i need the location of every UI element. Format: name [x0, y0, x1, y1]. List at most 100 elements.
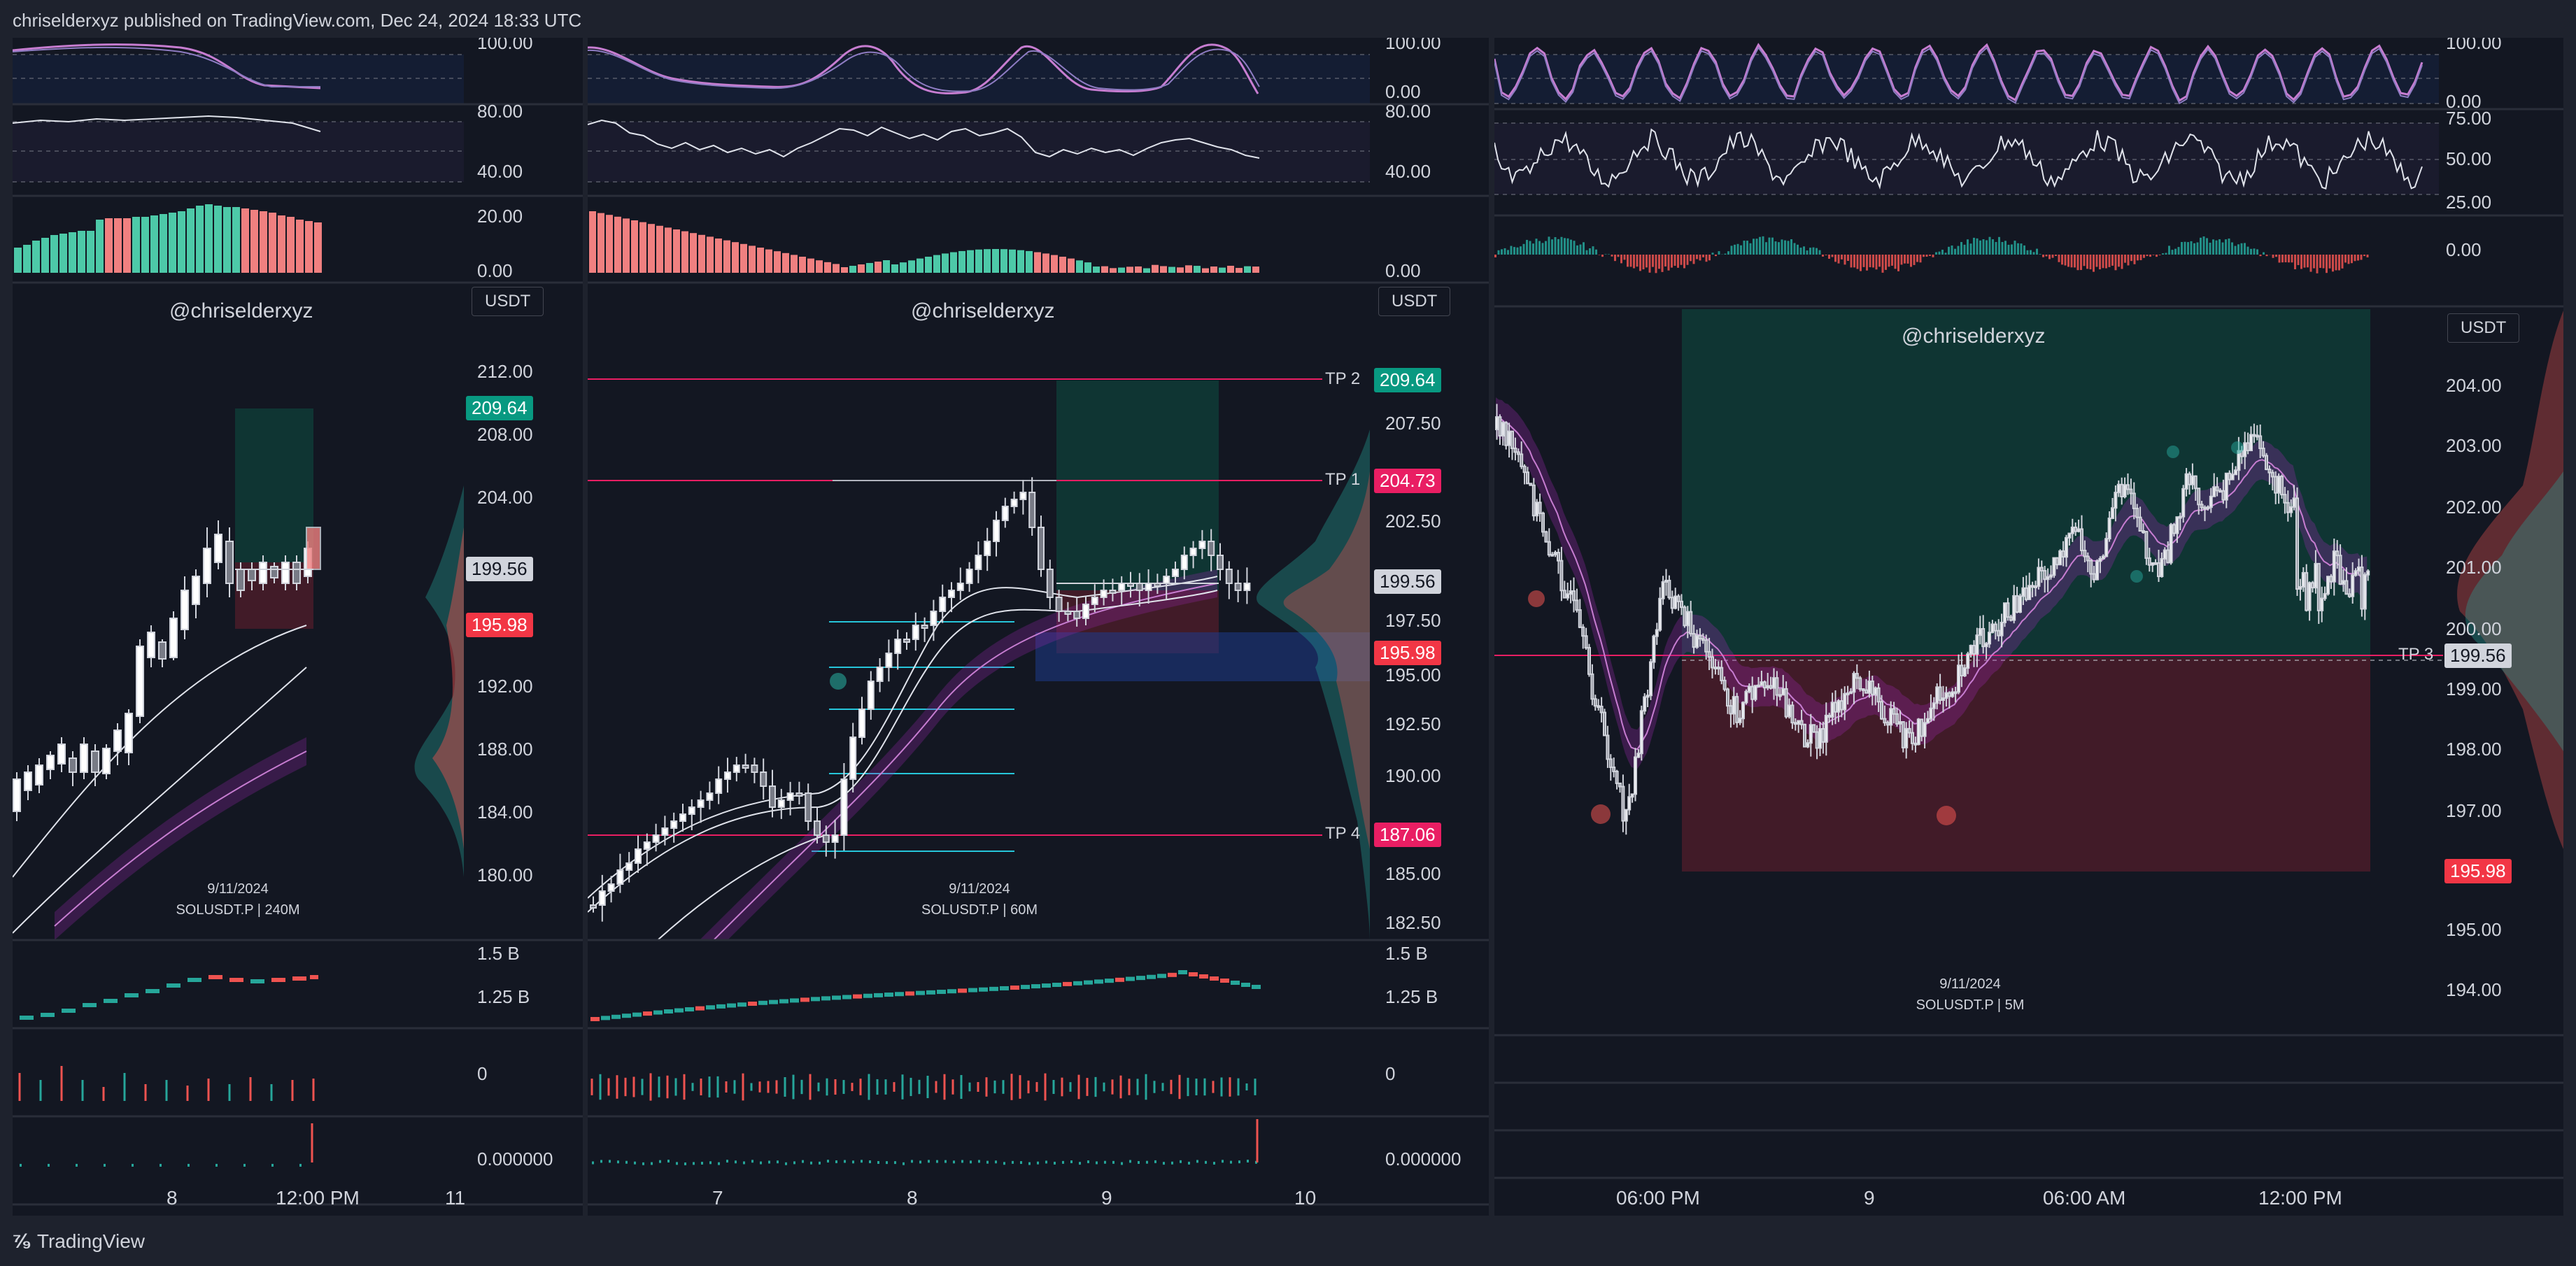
volume-label: 1.5 B [1385, 943, 1428, 964]
price-label: 194.00 [2446, 979, 2502, 1000]
x-label: 10 [1294, 1187, 1317, 1209]
chart-panel-240m[interactable]: 100.00 80.00 40.00 20.00 0.00 USDT @chri… [13, 38, 583, 1216]
price-label: 201.00 [2446, 557, 2502, 578]
watermark: @chriselderxyz [911, 299, 1055, 322]
tradingview-logo-icon: ⁷⁄₉ [13, 1230, 31, 1253]
panel-60m-candles [590, 477, 1251, 922]
currency-selector[interactable]: USDT [472, 287, 544, 316]
osc-label-75: 75.00 [2446, 108, 2492, 129]
osc-label-0: 0.00 [477, 260, 513, 281]
price-label: 197.50 [1385, 610, 1441, 631]
price-label: 207.50 [1385, 413, 1441, 434]
price-label: 185.00 [1385, 863, 1441, 884]
price-label: 182.50 [1385, 912, 1441, 933]
tp1-price-tag: 204.73 [1374, 469, 1441, 493]
panel-240m-dots [20, 1164, 302, 1167]
panel-240m-candles [13, 520, 321, 821]
price-label: 197.00 [2446, 800, 2502, 821]
panel-5m-candles [1495, 404, 2370, 835]
osc-label-100: 100.00 [2446, 38, 2502, 53]
x-label: 8 [907, 1187, 918, 1209]
price-label: 212.00 [477, 361, 533, 382]
price-label: 204.00 [477, 487, 533, 508]
last-price-tag: 199.56 [1374, 569, 1441, 594]
tp3-label: TP 3 [2398, 645, 2434, 664]
x-label: 06:00 PM [1616, 1187, 1700, 1209]
watermark: @chriselderxyz [1902, 325, 2046, 348]
osc-label-20: 20.00 [477, 206, 523, 227]
volume-label: 0.000000 [477, 1148, 553, 1169]
panel-60m-delta-bars [590, 1073, 1257, 1101]
panel-5m-rsi [1494, 128, 2423, 190]
x-label: 06:00 AM [2043, 1187, 2126, 1209]
price-label: 192.00 [477, 676, 533, 697]
tp4-price-tag: 187.06 [1374, 823, 1441, 847]
chart-date: 9/11/2024 [1939, 976, 2001, 992]
x-label: 9 [1864, 1187, 1875, 1209]
last-price-tag: 199.56 [2444, 643, 2512, 668]
chart-symbol: SOLUSDT.P | 5M [1916, 997, 2025, 1013]
osc-label-100: 100.00 [1385, 38, 1441, 53]
price-label: 180.00 [477, 865, 533, 886]
tp2-label: TP 2 [1325, 369, 1361, 388]
osc-label-40: 40.00 [477, 161, 523, 182]
price-label: 208.00 [477, 424, 533, 445]
tp4-label: TP 4 [1325, 824, 1361, 843]
panel-60m-volume-steps [590, 970, 1261, 1021]
chart-date: 9/11/2024 [207, 881, 269, 897]
stop-price-tag: 195.98 [1374, 641, 1441, 665]
panel-240m-plot [13, 43, 583, 1206]
currency-selector[interactable]: USDT [2447, 313, 2520, 343]
price-label: 202.00 [2446, 497, 2502, 518]
osc-label-50: 50.00 [2446, 148, 2492, 169]
x-label: 12:00 PM [2258, 1187, 2342, 1209]
volume-label: 0 [1385, 1063, 1396, 1084]
last-price-tag: 199.56 [466, 557, 533, 581]
osc-label-0: 0.00 [1385, 260, 1421, 281]
panel-5m-plot [1494, 43, 2563, 1179]
volume-label: 1.25 B [477, 986, 530, 1007]
panel-60m-histogram [589, 211, 1259, 273]
osc-label-40: 40.00 [1385, 161, 1431, 182]
x-label: 12:00 PM [276, 1187, 360, 1209]
stop-price-tag: 195.98 [2444, 859, 2512, 883]
osc-label-0: 0.00 [2446, 239, 2482, 260]
panel-240m-histogram [14, 204, 322, 273]
footer: ⁷⁄₉ TradingView [13, 1230, 145, 1253]
chart-symbol: SOLUSDT.P | 60M [921, 902, 1038, 918]
panel-240m-volume-steps [20, 975, 318, 1020]
osc-label-80: 80.00 [1385, 101, 1431, 122]
tp1-label: TP 1 [1325, 470, 1361, 489]
panel-5m-stoch [1494, 43, 2423, 105]
volume-label: 0 [477, 1063, 488, 1084]
footer-brand: TradingView [36, 1230, 145, 1252]
x-label: 7 [712, 1187, 723, 1209]
price-label: 204.00 [2446, 375, 2502, 396]
chart-panel-60m[interactable]: 100.00 0.00 80.00 40.00 0.00 USDT @chris… [588, 38, 1489, 1216]
price-label: 184.00 [477, 802, 533, 823]
x-label: 8 [167, 1187, 178, 1209]
tp2-price-tag: 209.64 [1374, 368, 1441, 392]
price-label: 195.00 [1385, 664, 1441, 685]
volume-label: 1.25 B [1385, 986, 1438, 1007]
panel-5m-histogram [1494, 236, 2369, 273]
price-label: 203.00 [2446, 435, 2502, 456]
chart-panel-5m[interactable]: 100.00 0.00 75.00 50.00 25.00 0.00 USDT … [1494, 38, 2563, 1216]
watermark: @chriselderxyz [169, 299, 313, 322]
x-label: 9 [1101, 1187, 1112, 1209]
osc-label-100: 100.00 [477, 38, 533, 53]
target-price-tag: 209.64 [466, 396, 533, 420]
price-label: 199.00 [2446, 678, 2502, 699]
volume-label: 0.000000 [1385, 1148, 1462, 1169]
currency-selector[interactable]: USDT [1378, 287, 1451, 316]
stop-price-tag: 195.98 [466, 613, 533, 637]
panel-60m-dots [592, 1160, 1257, 1165]
price-label: 190.00 [1385, 765, 1441, 786]
price-label: 195.00 [2446, 919, 2502, 940]
price-label: 188.00 [477, 739, 533, 760]
price-label: 198.00 [2446, 739, 2502, 760]
x-label: 11 [445, 1187, 466, 1209]
panel-60m-plot [588, 43, 1489, 1206]
publish-header: chriselderxyz published on TradingView.c… [13, 10, 582, 31]
osc-label-80: 80.00 [477, 101, 523, 122]
